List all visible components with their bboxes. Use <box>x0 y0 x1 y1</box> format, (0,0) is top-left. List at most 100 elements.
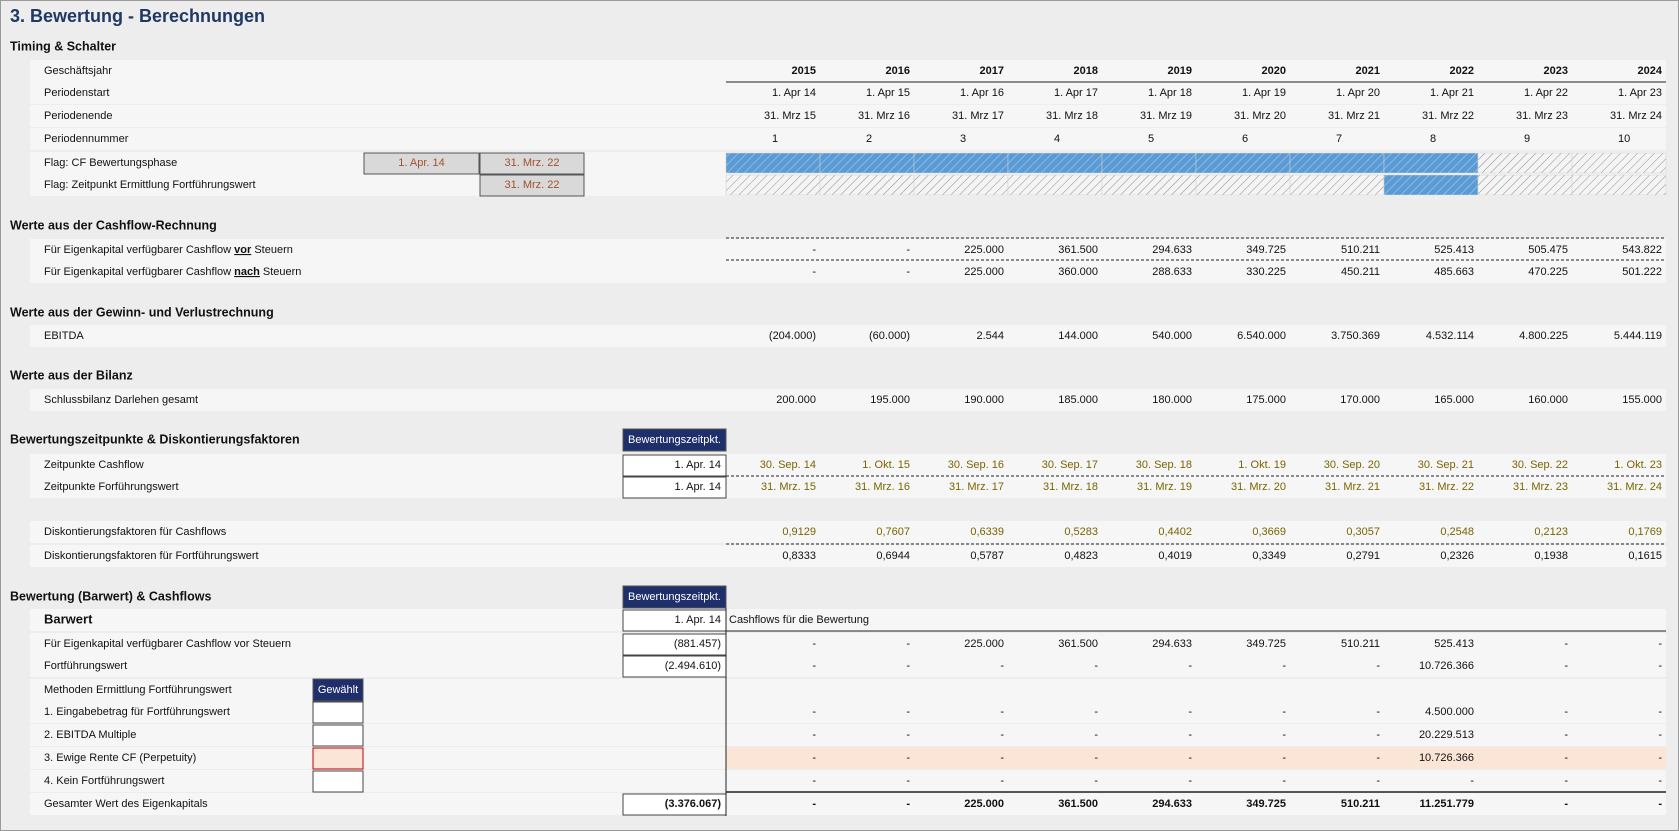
cell-value: 4 <box>1054 133 1060 145</box>
cell-value: 0,5787 <box>970 550 1004 562</box>
cell-value: 510.211 <box>1341 798 1380 810</box>
cell-value: - <box>1658 660 1662 672</box>
cell-value: 0,1769 <box>1628 526 1662 538</box>
cell-value: 31. Mrz 23 <box>1516 110 1568 122</box>
cell-value: 349.725 <box>1246 244 1286 256</box>
cell-value: 31. Mrz. 15 <box>761 481 816 493</box>
cell-value: 1. Apr 23 <box>1618 87 1662 99</box>
header-box <box>622 585 727 609</box>
cell-value: 294.633 <box>1152 638 1192 650</box>
row-band <box>30 521 1666 543</box>
cell-value: - <box>906 752 910 764</box>
cell-value: 31. Mrz. 21 <box>1325 481 1380 493</box>
input-box <box>363 152 480 175</box>
cell-value: 7 <box>1336 133 1342 145</box>
row-band <box>30 82 1666 104</box>
cell-value: 0,2123 <box>1534 526 1568 538</box>
row-label: Für Eigenkapital verfügbarer Cashflow vo… <box>44 244 293 256</box>
cell-value: - <box>1000 775 1004 787</box>
label-part: Steuern <box>260 266 302 278</box>
flag-cell <box>1007 152 1103 174</box>
cell-value: 31. Mrz 17 <box>952 110 1004 122</box>
input-value: 31. Mrz. 22 <box>504 157 559 169</box>
cell-value: 8 <box>1430 133 1436 145</box>
cell-value: 0,3349 <box>1252 550 1286 562</box>
cell-value: 30. Sep. 18 <box>1136 459 1192 471</box>
row-label: 3. Ewige Rente CF (Perpetuity) <box>44 752 196 764</box>
cell-value: 185.000 <box>1058 394 1098 406</box>
cell-value: - <box>1376 660 1380 672</box>
value-box-text: (3.376.067) <box>665 798 722 810</box>
cell-value: 288.633 <box>1152 266 1192 278</box>
row-label: Flag: CF Bewertungsphase <box>44 157 177 169</box>
flag-cell <box>1101 174 1197 196</box>
cell-value: - <box>906 798 910 810</box>
cell-value: - <box>1282 706 1286 718</box>
row-label: 4. Kein Fortführungswert <box>44 775 164 787</box>
row-label: Zeitpunkte Forführungswert <box>44 481 179 493</box>
cell-value: 1. Okt. 15 <box>862 459 910 471</box>
cell-value: - <box>1094 706 1098 718</box>
value-box-text: 1. Apr. 14 <box>675 459 721 471</box>
cell-value: 2.544 <box>976 330 1004 342</box>
row-band <box>30 633 1666 655</box>
row-label: Methoden Ermittlung Fortführungswert <box>44 684 232 696</box>
row-band <box>30 655 1666 677</box>
cell-value: 1 <box>772 133 778 145</box>
cell-value: 30. Sep. 22 <box>1512 459 1568 471</box>
cell-value: - <box>1094 660 1098 672</box>
cell-value: - <box>1188 775 1192 787</box>
cell-value: 294.633 <box>1152 244 1192 256</box>
cell-value: (204.000) <box>769 330 816 342</box>
cell-value: - <box>1094 752 1098 764</box>
cell-value: 510.211 <box>1341 244 1380 256</box>
input-box <box>479 174 585 197</box>
cell-value: - <box>812 660 816 672</box>
cell-value: 31. Mrz. 20 <box>1231 481 1286 493</box>
row-band <box>30 679 1666 701</box>
cell-value: 31. Mrz 15 <box>764 110 816 122</box>
cell-value: - <box>1094 775 1098 787</box>
cell-value: 2020 <box>1262 65 1286 77</box>
row-label: Für Eigenkapital verfügbarer Cashflow na… <box>44 266 301 278</box>
cell-value: 525.413 <box>1434 638 1474 650</box>
row-band <box>30 609 1666 631</box>
cell-value: 190.000 <box>964 394 1004 406</box>
row-label: Fortführungswert <box>44 660 127 672</box>
cell-value: 165.000 <box>1434 394 1474 406</box>
cell-value: 31. Mrz 24 <box>1610 110 1662 122</box>
flag-cell <box>1571 174 1667 196</box>
cell-value: - <box>812 266 816 278</box>
cell-value: 1. Apr 22 <box>1524 87 1568 99</box>
row-label: Gesamter Wert des Eigenkapitals <box>44 798 208 810</box>
cell-value: 225.000 <box>964 798 1004 810</box>
cell-value: 501.222 <box>1622 266 1662 278</box>
cell-value: 200.000 <box>776 394 816 406</box>
cell-value: 450.211 <box>1341 266 1380 278</box>
header-box-label: Bewertungszeitpkt. <box>628 591 721 603</box>
cell-value: 361.500 <box>1058 244 1098 256</box>
section-heading: Bewertung (Barwert) & Cashflows <box>10 589 211 603</box>
cell-value: 31. Mrz. 16 <box>855 481 910 493</box>
cell-value: (60.000) <box>869 330 910 342</box>
value-box-text: (881.457) <box>674 638 721 650</box>
row-band <box>30 476 1666 498</box>
cell-value: - <box>1658 729 1662 741</box>
cell-value: 525.413 <box>1434 244 1474 256</box>
cell-value: - <box>906 729 910 741</box>
cell-value: - <box>1564 660 1568 672</box>
cell-value: 2023 <box>1544 65 1568 77</box>
page-title: 3. Bewertung - Berechnungen <box>10 6 265 26</box>
cell-value: 0,6339 <box>970 526 1004 538</box>
cell-value: 1. Apr 19 <box>1242 87 1286 99</box>
cell-value: 30. Sep. 20 <box>1324 459 1380 471</box>
cell-value: 195.000 <box>870 394 910 406</box>
value-box-text: 1. Apr. 14 <box>675 481 721 493</box>
cell-value: 155.000 <box>1622 394 1662 406</box>
row-band <box>30 325 1666 347</box>
value-box-text: (2.494.610) <box>665 660 721 672</box>
cell-value: 330.225 <box>1246 266 1286 278</box>
cell-value: - <box>1000 729 1004 741</box>
cell-value: 361.500 <box>1058 638 1098 650</box>
value-box-text: 1. Apr. 14 <box>675 614 721 626</box>
